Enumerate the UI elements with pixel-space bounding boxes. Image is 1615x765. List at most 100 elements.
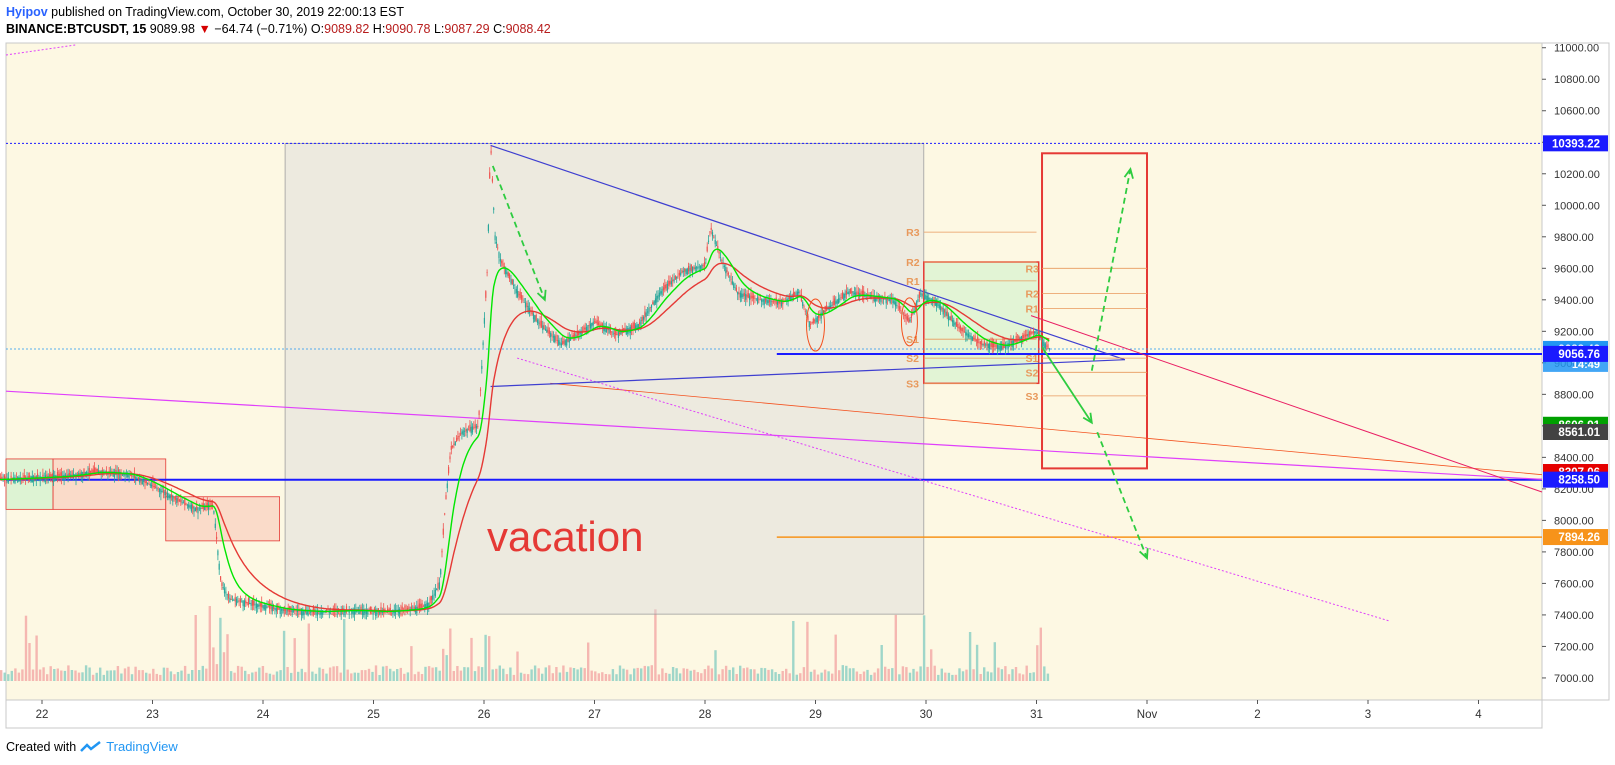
dashed-down-arrow bbox=[491, 165, 546, 301]
candle-body bbox=[249, 603, 251, 605]
volume-bar bbox=[307, 623, 310, 681]
candle-body bbox=[1030, 331, 1032, 335]
forecast-arrows bbox=[491, 165, 1149, 561]
candle-body bbox=[303, 609, 305, 615]
candle-body bbox=[676, 276, 678, 279]
volume-bar bbox=[180, 670, 183, 681]
candle-body bbox=[906, 316, 908, 321]
candle-body bbox=[568, 338, 570, 343]
volume-bar bbox=[915, 671, 919, 681]
candle-body bbox=[225, 591, 227, 594]
candle-body bbox=[233, 599, 235, 601]
candle-body bbox=[954, 323, 956, 325]
candle-body bbox=[822, 312, 824, 314]
candle-body bbox=[957, 324, 959, 328]
candle-body bbox=[25, 476, 27, 479]
candle-body bbox=[148, 483, 150, 485]
volume-bar bbox=[495, 668, 498, 681]
candle-body bbox=[465, 429, 467, 432]
candle-body bbox=[92, 469, 94, 474]
volume-bar bbox=[894, 614, 897, 681]
candle-body bbox=[144, 479, 146, 483]
candle-body bbox=[539, 320, 541, 326]
candle-body bbox=[487, 224, 489, 232]
candle-body bbox=[921, 293, 923, 297]
candle-body bbox=[359, 609, 361, 614]
candle-body bbox=[526, 302, 528, 307]
volume-bar bbox=[463, 667, 466, 681]
pivot-label: S2 bbox=[906, 353, 919, 365]
volume-bar bbox=[930, 649, 933, 681]
candle-body bbox=[499, 258, 501, 262]
candle-body bbox=[438, 582, 440, 589]
volume-bar bbox=[979, 674, 982, 681]
candle-body bbox=[56, 472, 59, 479]
candle-body bbox=[307, 609, 309, 616]
volume-bar bbox=[530, 669, 533, 681]
price-tag bbox=[1543, 345, 1608, 362]
candle-body bbox=[239, 598, 242, 603]
time-axis[interactable] bbox=[5, 699, 1543, 729]
tradingview-brand[interactable]: TradingView bbox=[106, 739, 178, 754]
candle-body bbox=[283, 607, 285, 612]
candle-body bbox=[544, 328, 546, 331]
candle-body bbox=[189, 505, 191, 508]
candle-body bbox=[574, 333, 576, 338]
candle-body bbox=[491, 178, 493, 182]
pivot-label: R1 bbox=[1025, 303, 1039, 315]
candle-body bbox=[814, 320, 816, 322]
volume-bar bbox=[845, 665, 848, 681]
candle-body bbox=[441, 550, 443, 553]
volume-bar bbox=[629, 674, 632, 681]
candle-body bbox=[509, 273, 511, 280]
price-tick-label: 10800.00 bbox=[1554, 74, 1600, 86]
candle-body bbox=[868, 295, 870, 297]
candle-body bbox=[636, 324, 638, 330]
candle-body bbox=[220, 576, 222, 580]
candle-body bbox=[746, 294, 748, 297]
candle-body bbox=[955, 322, 958, 327]
candle-body bbox=[534, 315, 536, 322]
candle-body bbox=[637, 323, 639, 329]
candle-body bbox=[210, 504, 212, 506]
open-label: O: bbox=[310, 22, 325, 36]
volume-bar bbox=[194, 615, 197, 681]
volume-bar bbox=[954, 674, 958, 681]
candle-body bbox=[173, 497, 175, 499]
date-tick-label: 30 bbox=[920, 709, 933, 721]
candle-body bbox=[420, 604, 422, 609]
candle-body bbox=[788, 296, 790, 300]
candle-body bbox=[995, 345, 997, 347]
candle-body bbox=[448, 467, 450, 474]
candle-body bbox=[857, 292, 859, 295]
candle-body bbox=[1027, 333, 1029, 338]
volume-bar bbox=[869, 674, 873, 681]
volume-bar bbox=[940, 668, 943, 681]
candle-body bbox=[596, 319, 598, 325]
author-name[interactable]: Hyipov bbox=[6, 5, 48, 19]
volume-bar bbox=[91, 674, 95, 681]
candle-body bbox=[698, 266, 700, 268]
candle-body bbox=[452, 445, 454, 448]
candle-body bbox=[495, 242, 497, 244]
volume-bar bbox=[622, 668, 625, 681]
candle-body bbox=[498, 252, 500, 259]
fast-moving-average bbox=[0, 248, 1050, 613]
volume-bar bbox=[675, 668, 678, 681]
pivot-label: R1 bbox=[906, 276, 920, 288]
volume-bar bbox=[569, 667, 572, 681]
volume-bar bbox=[972, 669, 975, 681]
candle-body bbox=[583, 326, 585, 332]
candle-body bbox=[1042, 339, 1044, 347]
volume-bar bbox=[488, 636, 491, 681]
candle-body bbox=[275, 607, 277, 612]
candle-body bbox=[747, 293, 749, 298]
candle-body bbox=[522, 299, 524, 301]
candle-body bbox=[937, 303, 939, 306]
candle-body bbox=[818, 314, 820, 318]
date-tick-label: 27 bbox=[588, 709, 601, 721]
candle-body bbox=[469, 424, 471, 431]
volume-bar bbox=[834, 634, 837, 681]
candle-body bbox=[949, 316, 951, 320]
